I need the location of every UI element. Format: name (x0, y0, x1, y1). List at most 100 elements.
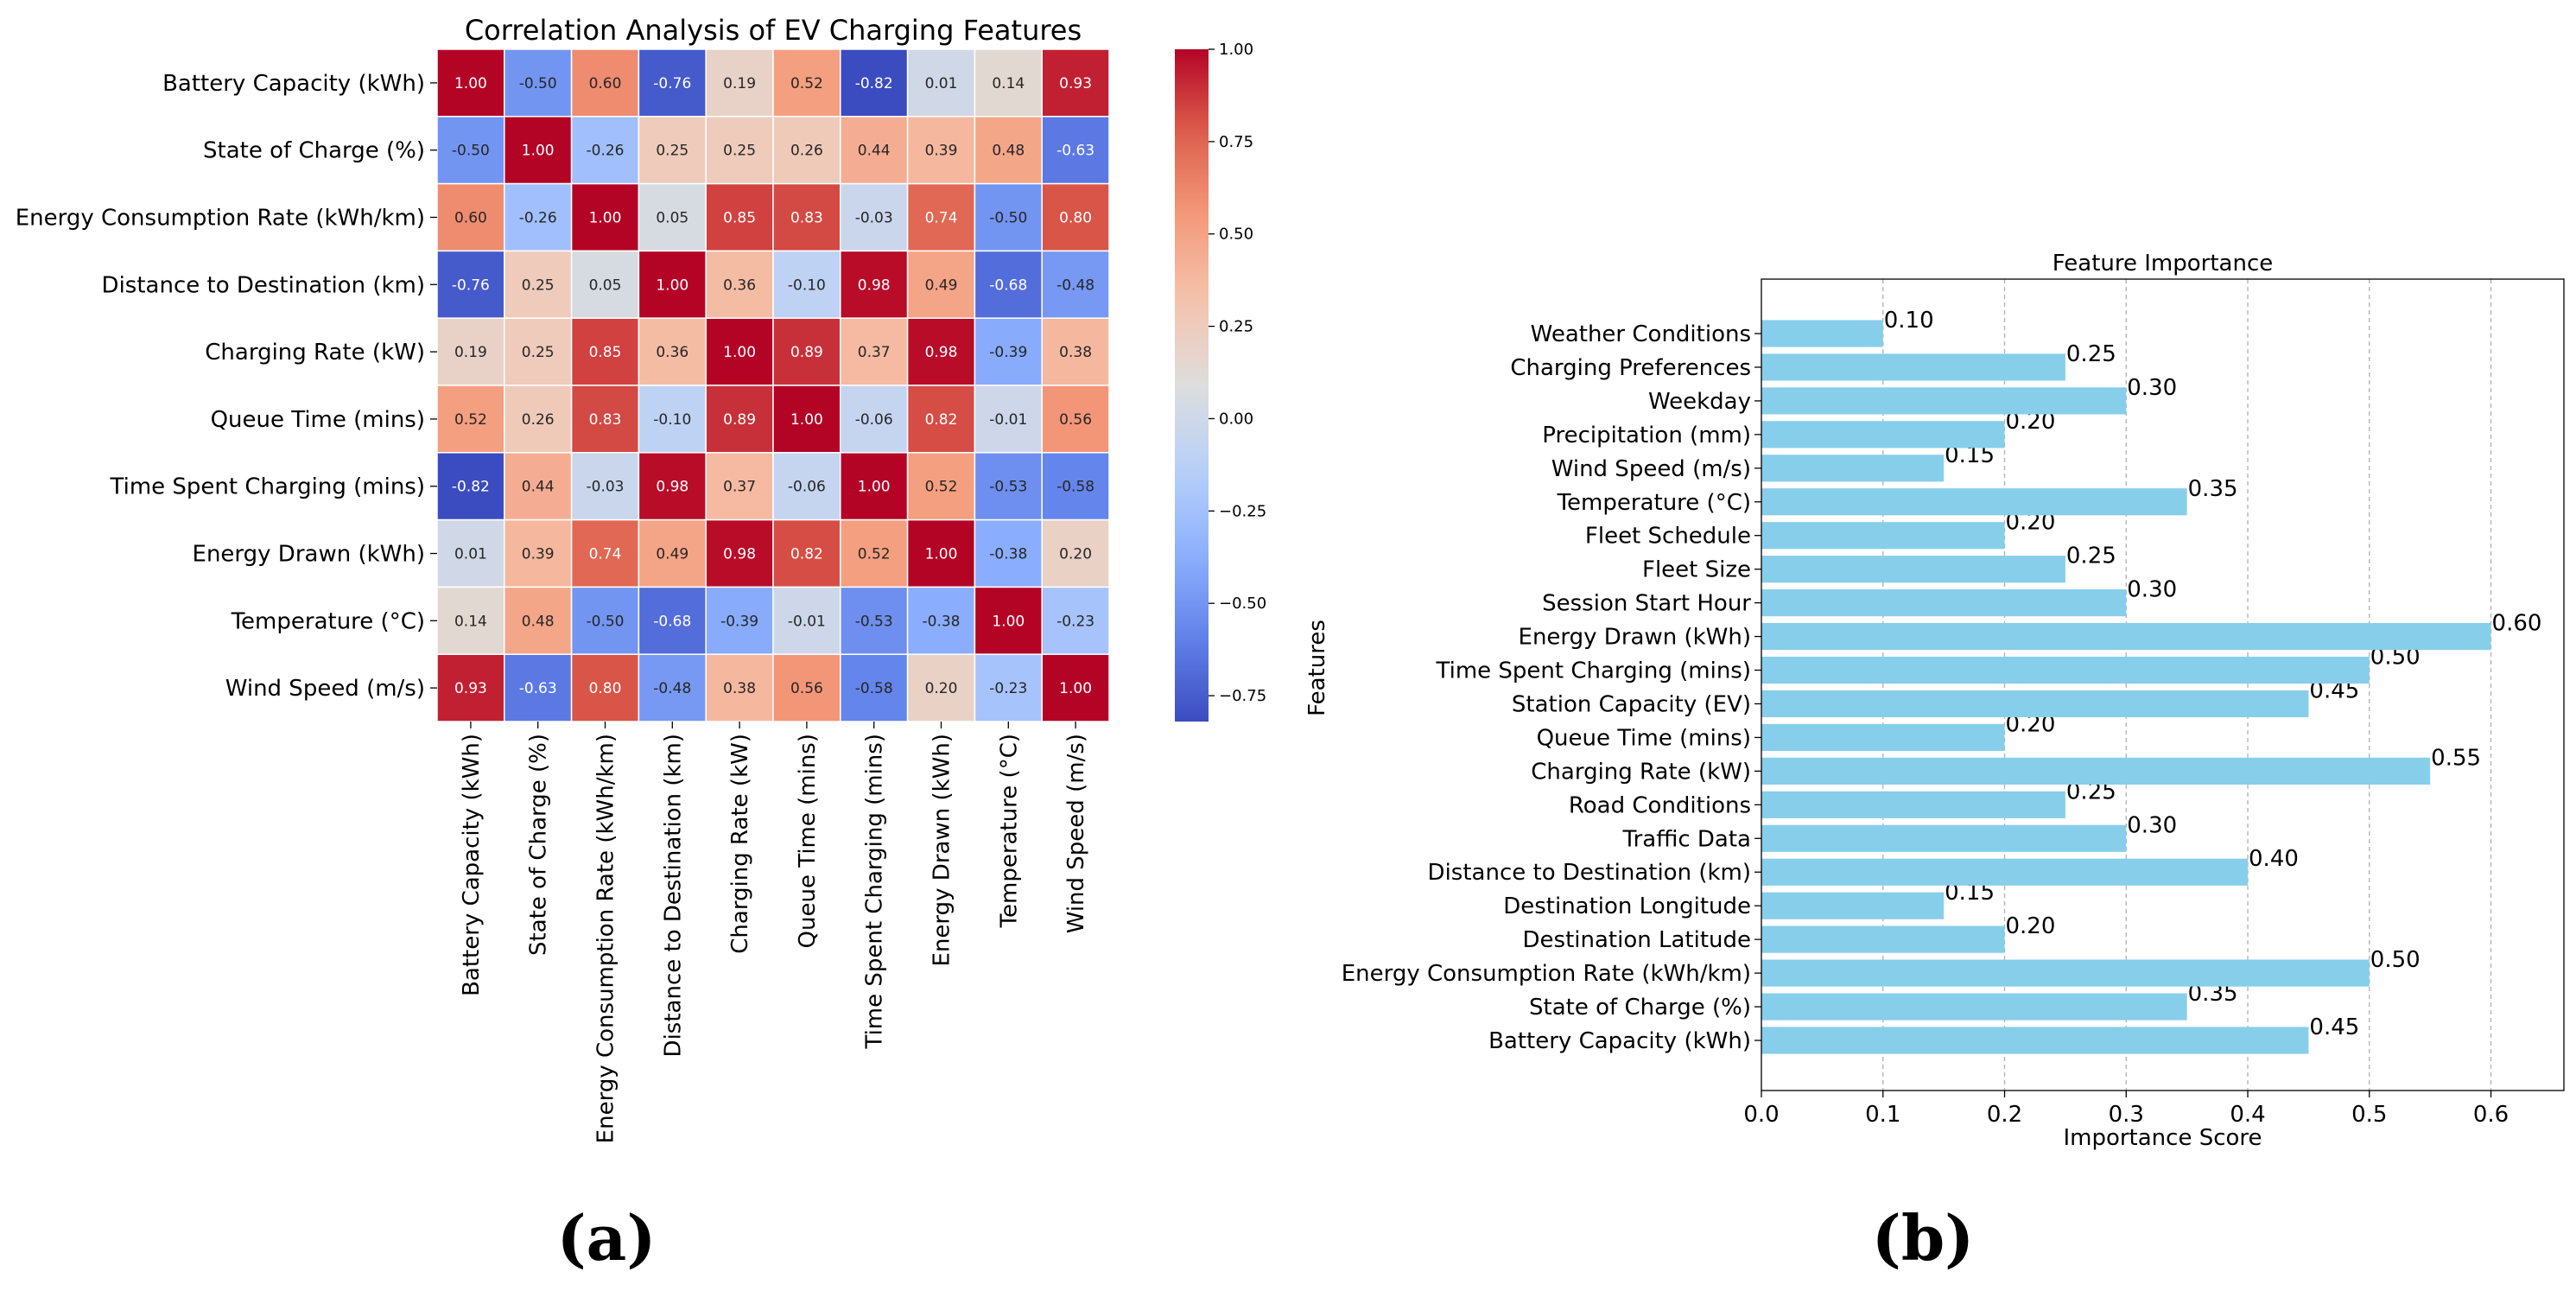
heatmap-cell (772, 116, 841, 185)
heatmap-cell (705, 182, 774, 252)
heatmap-cell (772, 250, 841, 319)
heatmap-cell-label: -0.03 (855, 210, 893, 227)
heatmap-cell-label: 0.60 (589, 75, 622, 92)
colorbar-tick-label: 0.75 (1219, 133, 1253, 151)
heatmap-cell (436, 182, 505, 252)
heatmap-cell-label: 0.52 (454, 411, 487, 429)
heatmap-cell-label: 0.05 (656, 210, 688, 227)
bar (1761, 320, 1883, 347)
heatmap-col-label: Temperature (°C) (996, 734, 1022, 928)
heatmap-col-label: Energy Consumption Rate (kWh/km) (593, 734, 619, 1143)
heatmap-col-label: Queue Time (mins) (795, 734, 821, 948)
heatmap-cell-label: 0.82 (790, 546, 823, 563)
heatmap-cell (840, 317, 909, 386)
heatmap-row-label: Energy Drawn (kWh) (193, 542, 425, 568)
heatmap-cell (705, 586, 774, 655)
heatmap-cell-label: 0.05 (589, 277, 622, 294)
heatmap-cell (906, 653, 976, 722)
heatmap-cell (570, 586, 640, 655)
bar-value-label: 0.35 (2188, 476, 2238, 502)
heatmap-cell (1041, 48, 1110, 118)
heatmap-cell (705, 385, 774, 454)
heatmap-cell-label: -0.26 (519, 210, 557, 227)
heatmap-cell-label: 0.25 (522, 277, 555, 294)
bar (1761, 455, 1945, 482)
heatmap-cell-label: -0.82 (855, 75, 893, 92)
bar (1761, 824, 2127, 852)
heatmap-cell (974, 182, 1043, 252)
bar-category-label: Traffic Data (1622, 826, 1751, 852)
heatmap-cell (570, 518, 640, 588)
heatmap-cell (436, 48, 505, 118)
heatmap-cell (906, 182, 976, 252)
heatmap-cell-label: 0.19 (454, 344, 487, 361)
heatmap-row-label: Charging Rate (kW) (205, 340, 425, 366)
x-axis-label: Importance Score (2063, 1125, 2262, 1151)
heatmap-cell-label: 0.93 (1059, 75, 1092, 92)
heatmap-cell-label: -0.48 (653, 680, 691, 697)
heatmap-cell-label: 0.36 (656, 344, 688, 361)
heatmap-title: Correlation Analysis of EV Charging Feat… (465, 14, 1082, 47)
bar-value-label: 0.60 (2492, 611, 2542, 637)
bar-category-label: Energy Consumption Rate (kWh/km) (1342, 961, 1751, 987)
heatmap-col-label: Distance to Destination (km) (660, 734, 686, 1057)
heatmap-cell (504, 317, 573, 386)
bar-category-label: Energy Drawn (kWh) (1519, 625, 1751, 651)
heatmap-cell-label: 1.00 (723, 344, 756, 361)
heatmap-cell-label: 1.00 (992, 613, 1025, 630)
heatmap-cell (772, 48, 841, 118)
colorbar-tick-label: 0.00 (1219, 410, 1253, 428)
bar (1761, 522, 2005, 550)
x-tick-label: 0.4 (2230, 1102, 2265, 1128)
heatmap-cell (638, 518, 707, 588)
bar (1761, 1027, 2309, 1054)
y-axis-label: Features (1304, 620, 1330, 716)
heatmap-cell (840, 452, 909, 521)
colorbar-tick-label: −0.25 (1219, 502, 1266, 520)
heatmap-cell-label: 0.98 (656, 479, 688, 496)
heatmap-col-label: State of Charge (%) (526, 734, 552, 956)
heatmap-cell-label: 0.37 (723, 479, 756, 496)
colorbar-tick-label: −0.50 (1219, 595, 1266, 613)
heatmap-cell-label: -0.10 (788, 277, 826, 294)
heatmap-cell-label: 0.80 (589, 680, 622, 697)
heatmap-cell-label: 0.44 (522, 479, 555, 496)
x-tick-label: 0.5 (2351, 1102, 2387, 1128)
heatmap-row-label: Energy Consumption Rate (kWh/km) (16, 206, 425, 232)
heatmap-cell-label: 0.01 (925, 75, 958, 92)
heatmap-cell-label: 0.39 (522, 546, 555, 563)
heatmap-col-label: Battery Capacity (kWh) (459, 734, 485, 996)
heatmap-cell-label: 0.14 (454, 613, 487, 630)
colorbar-tick-label: 1.00 (1219, 41, 1253, 59)
bar-category-label: Road Conditions (1569, 792, 1751, 818)
x-tick-label: 0.0 (1743, 1102, 1779, 1128)
heatmap-cell-label: 0.74 (589, 546, 622, 563)
heatmap-cell-label: 0.14 (992, 75, 1025, 92)
heatmap-cell (1041, 250, 1110, 319)
heatmap-cell (840, 250, 909, 319)
bar-category-label: Fleet Schedule (1585, 524, 1751, 550)
heatmap-cell (772, 518, 841, 588)
bar (1761, 690, 2309, 718)
panel-label-a: (a) (556, 1201, 657, 1275)
heatmap-row-label: Battery Capacity (kWh) (162, 71, 425, 97)
bar-value-label: 0.20 (2006, 913, 2056, 939)
heatmap-cell (436, 385, 505, 454)
bar (1761, 488, 2187, 516)
heatmap-cell-label: -0.63 (519, 680, 557, 697)
heatmap-cell-label: 0.20 (925, 680, 958, 697)
bar (1761, 925, 2005, 953)
heatmap-cell-label: 0.56 (1059, 411, 1092, 429)
bar-value-label: 0.55 (2431, 745, 2481, 771)
bar-category-label: State of Charge (%) (1529, 995, 1751, 1021)
heatmap-cell-label: -0.76 (653, 75, 691, 92)
bar-category-label: Session Start Hour (1542, 591, 1751, 617)
heatmap-cell-label: -0.68 (653, 613, 691, 630)
heatmap-cell-label: 0.01 (454, 546, 487, 563)
heatmap-col-label: Energy Drawn (kWh) (930, 734, 955, 966)
heatmap-cell (705, 518, 774, 588)
heatmap-cell-label: -0.68 (989, 277, 1027, 294)
heatmap-cell (772, 317, 841, 386)
bar-value-label: 0.45 (2309, 1014, 2359, 1040)
x-tick-label: 0.1 (1865, 1102, 1900, 1128)
